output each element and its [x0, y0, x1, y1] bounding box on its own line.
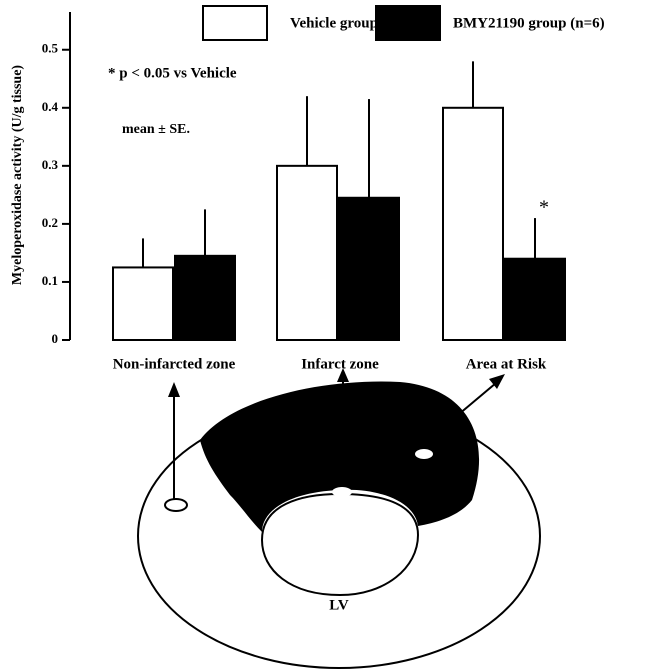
figure: LV Myeloperoxidase activity (U/g tissue)…: [0, 0, 657, 670]
y-axis-label: Myeloperoxidase activity (U/g tissue): [10, 65, 25, 286]
heart-diagram: LV: [138, 368, 540, 668]
x-tick-label: Non-infarcted zone: [113, 356, 236, 372]
legend-swatch: [376, 6, 440, 40]
legend-swatch: [203, 6, 267, 40]
bar: [505, 259, 565, 340]
legend-label: BMY21190 group (n=6): [453, 15, 605, 31]
x-tick-label: Infarct zone: [301, 356, 379, 372]
bar: [339, 198, 399, 340]
y-tick-label: 0.4: [42, 99, 59, 114]
y-tick-label: 0: [52, 331, 59, 346]
sample-spot: [415, 449, 433, 459]
bar: [175, 256, 235, 340]
y-tick-label: 0.2: [42, 215, 58, 230]
x-tick-label: Area at Risk: [466, 356, 547, 372]
sample-spot: [332, 487, 352, 497]
bar: [443, 108, 503, 340]
y-tick-label: 0.1: [42, 273, 58, 288]
y-tick-label: 0.3: [42, 157, 59, 172]
y-tick-label: 0.5: [42, 41, 59, 56]
bar: [113, 267, 173, 340]
annotation: mean ± SE.: [122, 122, 190, 137]
diagram-label: LV: [329, 597, 349, 613]
bar: [277, 166, 337, 340]
annotation: *: [539, 197, 549, 219]
annotation: * p < 0.05 vs Vehicle: [108, 65, 237, 81]
arrow-head: [168, 382, 180, 397]
